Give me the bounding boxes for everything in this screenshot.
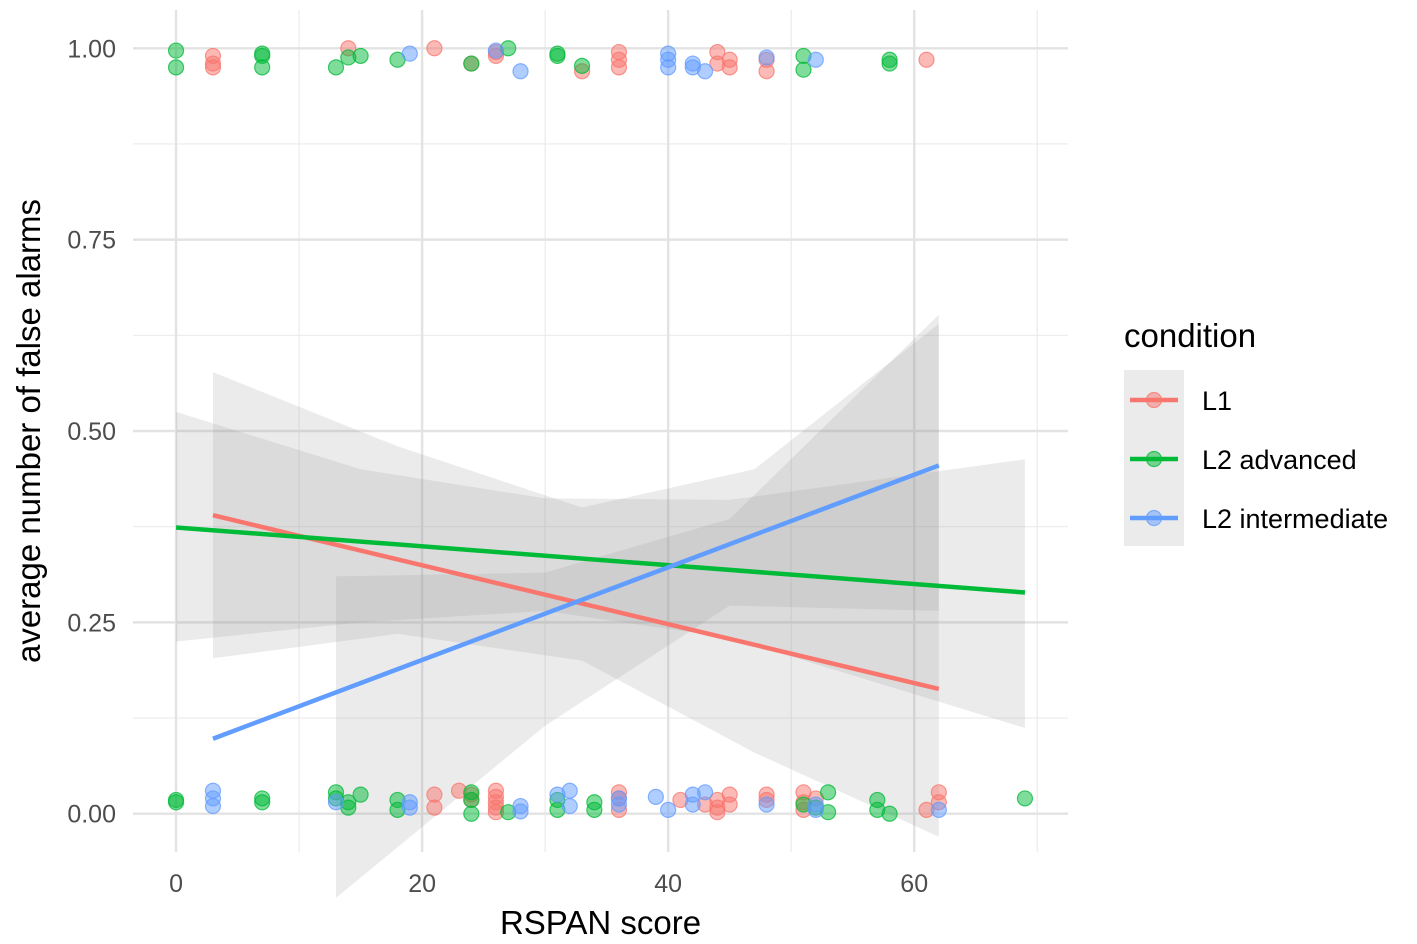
- x-axis-title: RSPAN score: [500, 904, 701, 941]
- point-l2-advanced-7: [352, 47, 369, 65]
- point-l2-intermediate-21: [561, 797, 578, 815]
- x-tick-label: 60: [900, 870, 928, 898]
- point-l1-11: [610, 59, 628, 76]
- y-tick-label: 0.00: [67, 801, 116, 829]
- point-l2-intermediate-5: [660, 59, 677, 76]
- point-l2-intermediate-0: [401, 45, 418, 62]
- y-tick-label: 0.75: [67, 227, 116, 255]
- point-l2-advanced-5: [327, 59, 345, 76]
- point-l2-intermediate-8: [696, 63, 714, 80]
- point-l2-advanced-30: [463, 791, 480, 809]
- point-l2-advanced-12: [549, 45, 566, 62]
- point-l2-intermediate-29: [758, 796, 775, 813]
- point-l2-advanced-36: [586, 801, 603, 819]
- confidence-ribbons: [176, 314, 1025, 898]
- ci-ribbon-l2-advanced: [176, 411, 1025, 728]
- point-l2-intermediate-31: [807, 801, 824, 819]
- point-l2-intermediate-14: [327, 794, 345, 811]
- point-l2-advanced-26: [352, 786, 369, 803]
- point-l2-intermediate-27: [684, 796, 701, 813]
- point-l2-intermediate-13: [204, 797, 222, 815]
- legend-entry-l1: L1: [1130, 386, 1232, 416]
- x-axis-tick-labels: 0 20 40 60: [169, 870, 928, 898]
- point-l2-intermediate-25: [660, 801, 677, 819]
- legend-entry-l2-advanced: L2 advanced: [1130, 445, 1357, 475]
- ci-ribbon-l2-intermediate: [336, 314, 939, 898]
- point-l2-intermediate-9: [758, 49, 775, 66]
- point-l2-advanced-17: [881, 55, 898, 72]
- point-l2-advanced-40: [819, 784, 837, 801]
- legend-label-l2-advanced: L2 advanced: [1202, 445, 1357, 475]
- y-tick-label: 0.50: [67, 418, 116, 446]
- point-l2-advanced-3: [254, 59, 271, 76]
- point-l2-intermediate-10: [807, 51, 824, 68]
- point-l2-intermediate-24: [647, 788, 664, 805]
- point-l1-20: [426, 799, 443, 816]
- legend-point-l2-advanced: [1145, 450, 1163, 468]
- point-l1-18: [918, 51, 935, 68]
- point-l2-intermediate-20: [561, 782, 578, 799]
- point-l1-4: [426, 40, 443, 57]
- point-l2-intermediate-32: [930, 801, 947, 819]
- point-l2-advanced-1: [167, 59, 185, 76]
- legend-entry-l2-intermediate: L2 intermediate: [1130, 504, 1388, 534]
- point-l2-advanced-13: [573, 57, 591, 74]
- legend-point-l1: [1145, 391, 1163, 409]
- point-l2-intermediate-23: [610, 796, 628, 813]
- point-l1-38: [721, 796, 738, 813]
- fit-lines: [175, 463, 1026, 741]
- point-l2-intermediate-2: [512, 63, 529, 80]
- ci-ribbon-l1: [213, 323, 939, 837]
- y-axis-title: average number of false alarms: [10, 199, 47, 663]
- major-gridlines: [133, 10, 1068, 852]
- point-l2-advanced-19: [167, 794, 185, 811]
- y-axis-tick-labels: 0.00 0.25 0.50 0.75 1.00: [67, 35, 116, 828]
- point-l2-advanced-44: [1016, 790, 1034, 807]
- x-tick-label: 20: [408, 870, 436, 898]
- legend: condition L1 L2 advanced L2 intermediate: [1124, 317, 1388, 546]
- point-l2-advanced-9: [463, 55, 480, 72]
- fit-line-l2-intermediate: [212, 463, 940, 741]
- data-points: [167, 40, 1034, 822]
- point-l2-advanced-4: [254, 45, 271, 62]
- legend-label-l2-intermediate: L2 intermediate: [1202, 504, 1388, 534]
- point-l1-2: [204, 55, 222, 72]
- x-tick-label: 0: [169, 870, 183, 898]
- point-l2-intermediate-16: [401, 799, 418, 816]
- point-l2-advanced-0: [167, 42, 185, 59]
- y-tick-label: 1.00: [67, 35, 116, 63]
- point-l2-advanced-31: [463, 805, 480, 822]
- point-l2-advanced-15: [795, 61, 812, 78]
- point-l1-15: [721, 59, 738, 76]
- legend-title: condition: [1124, 317, 1256, 354]
- point-l2-intermediate-28: [696, 784, 714, 801]
- point-l2-intermediate-18: [512, 803, 529, 820]
- fit-line-l2-advanced: [175, 525, 1026, 595]
- y-tick-label: 0.25: [67, 609, 116, 637]
- legend-label-l1: L1: [1202, 386, 1232, 416]
- point-l2-intermediate-1: [487, 42, 505, 59]
- x-tick-label: 40: [654, 870, 682, 898]
- legend-point-l2-intermediate: [1145, 509, 1163, 527]
- point-l2-advanced-21: [254, 794, 271, 811]
- legend-entries: L1 L2 advanced L2 intermediate: [1130, 386, 1388, 534]
- point-l2-advanced-43: [881, 805, 898, 822]
